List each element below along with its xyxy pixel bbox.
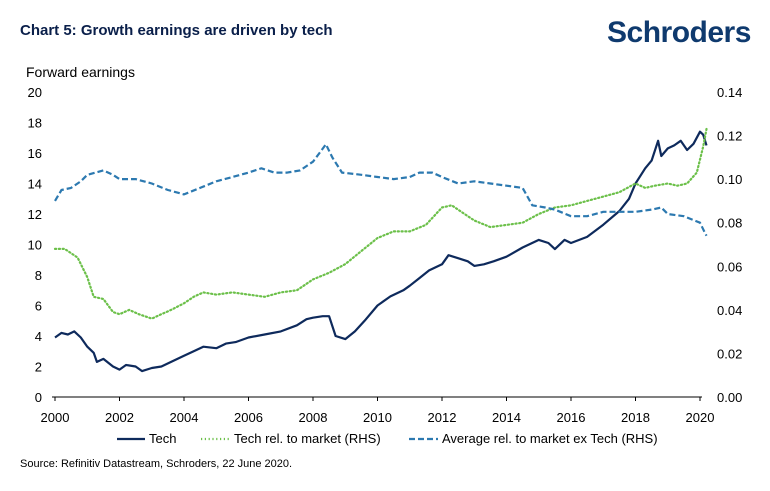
y-tick-label: 0 — [35, 390, 42, 405]
y-tick-label: 12 — [28, 207, 42, 222]
x-tick-label: 2020 — [686, 410, 715, 425]
schroders-logo: Schroders — [607, 16, 751, 49]
x-tick-label: 2016 — [557, 410, 586, 425]
y-axis-label: Forward earnings — [26, 64, 135, 80]
x-tick-label: 2006 — [234, 410, 263, 425]
x-tick-label: 2018 — [621, 410, 650, 425]
y-tick-label: 6 — [35, 299, 42, 314]
y2-tick-label: 0.14 — [717, 85, 742, 100]
legend-label-tech: Tech — [149, 431, 176, 446]
y2-tick-label: 0.06 — [717, 259, 742, 274]
y2-tick-label: 0.08 — [717, 216, 742, 231]
left-y-axis-ticks: 0 2 4 6 8 10 12 14 16 18 20 — [28, 85, 42, 405]
x-tick-label: 2000 — [41, 410, 70, 425]
y2-tick-label: 0.10 — [717, 172, 742, 187]
chart-title: Chart 5: Growth earnings are driven by t… — [20, 22, 333, 39]
y-tick-label: 18 — [28, 116, 42, 131]
x-tick-label: 2004 — [170, 410, 199, 425]
x-tick-label: 2008 — [299, 410, 328, 425]
x-tick-label: 2010 — [363, 410, 392, 425]
series-line-avg-rel — [54, 143, 708, 237]
y-tick-label: 10 — [28, 238, 42, 253]
series-layer — [53, 127, 708, 373]
y2-tick-label: 0.00 — [717, 390, 742, 405]
right-y-axis-ticks: 0.00 0.02 0.04 0.06 0.08 0.10 0.12 0.14 — [717, 85, 742, 405]
legend: Tech Tech rel. to market (RHS) Average r… — [117, 431, 658, 446]
y-tick-label: 2 — [35, 360, 42, 375]
x-axis-ticks: 2000 2002 2004 2006 2008 2010 2012 2014 2016 2018… — [41, 397, 715, 425]
series-line-tech — [54, 130, 708, 373]
x-tick-label: 2012 — [428, 410, 457, 425]
y-tick-label: 4 — [35, 329, 42, 344]
x-tick-label: 2002 — [105, 410, 134, 425]
y2-tick-label: 0.12 — [717, 129, 742, 144]
series-line-tech-rel — [53, 127, 708, 320]
y-tick-label: 20 — [28, 85, 42, 100]
y2-tick-label: 0.02 — [717, 346, 742, 361]
x-tick-label: 2014 — [492, 410, 521, 425]
y-tick-label: 8 — [35, 268, 42, 283]
legend-label-tech-rel: Tech rel. to market (RHS) — [234, 431, 381, 446]
y-tick-label: 14 — [28, 177, 42, 192]
legend-label-avg-rel: Average rel. to market ex Tech (RHS) — [442, 431, 658, 446]
y-tick-label: 16 — [28, 146, 42, 161]
source-note: Source: Refinitiv Datastream, Schroders,… — [20, 458, 293, 470]
y2-tick-label: 0.04 — [717, 303, 742, 318]
